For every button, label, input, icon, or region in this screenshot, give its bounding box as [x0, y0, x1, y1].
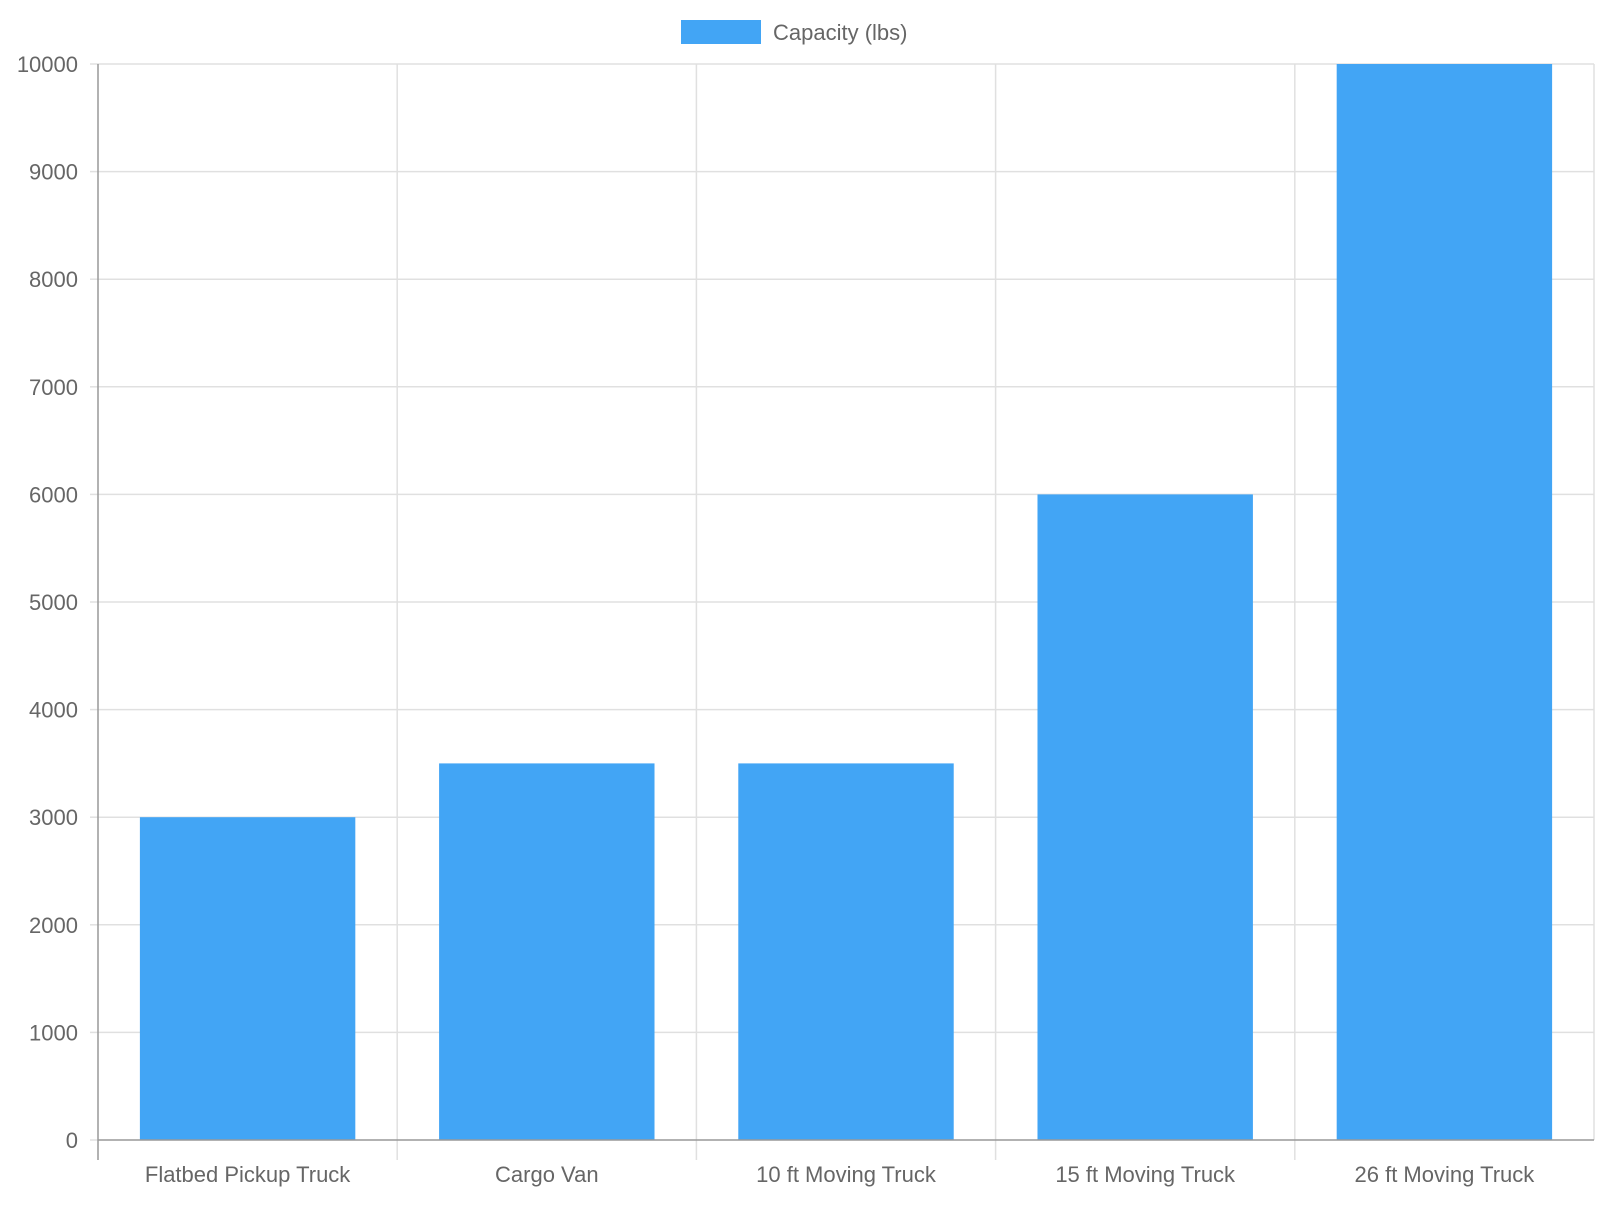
bar[interactable] — [738, 763, 954, 1140]
x-axis-ticks: Flatbed Pickup Truck Cargo Van 10 ft Movin… — [145, 1162, 1535, 1187]
bar[interactable] — [139, 817, 356, 1140]
x-tick-label: Cargo Van — [495, 1162, 599, 1187]
bars — [139, 64, 1553, 1140]
y-axis-ticks: 0 1000 2000 3000 4000 5000 6000 7000 8000 9000 100… — [17, 52, 78, 1153]
y-tick-label: 9000 — [29, 160, 78, 185]
y-tick-label: 0 — [66, 1128, 78, 1153]
y-tick-label: 7000 — [29, 375, 78, 400]
x-tick-label: Flatbed Pickup Truck — [145, 1162, 351, 1187]
bar[interactable] — [1037, 494, 1253, 1140]
y-tick-label: 6000 — [29, 482, 78, 507]
legend-swatch[interactable] — [681, 20, 761, 44]
legend[interactable]: Capacity (lbs) — [681, 20, 907, 45]
y-tick-label: 5000 — [29, 590, 78, 615]
y-tick-label: 2000 — [29, 913, 78, 938]
x-tick-label: 10 ft Moving Truck — [756, 1162, 937, 1187]
legend-label[interactable]: Capacity (lbs) — [773, 20, 907, 45]
y-tick-label: 10000 — [17, 52, 78, 77]
axes — [97, 64, 1594, 1160]
y-tick-label: 8000 — [29, 267, 78, 292]
y-tick-label: 3000 — [29, 805, 78, 830]
x-tick-label: 15 ft Moving Truck — [1055, 1162, 1236, 1187]
y-tick-label: 4000 — [29, 698, 78, 723]
y-tick-label: 1000 — [29, 1020, 78, 1045]
x-tick-label: 26 ft Moving Truck — [1355, 1162, 1536, 1187]
bar[interactable] — [439, 763, 655, 1140]
bar[interactable] — [1336, 64, 1553, 1140]
